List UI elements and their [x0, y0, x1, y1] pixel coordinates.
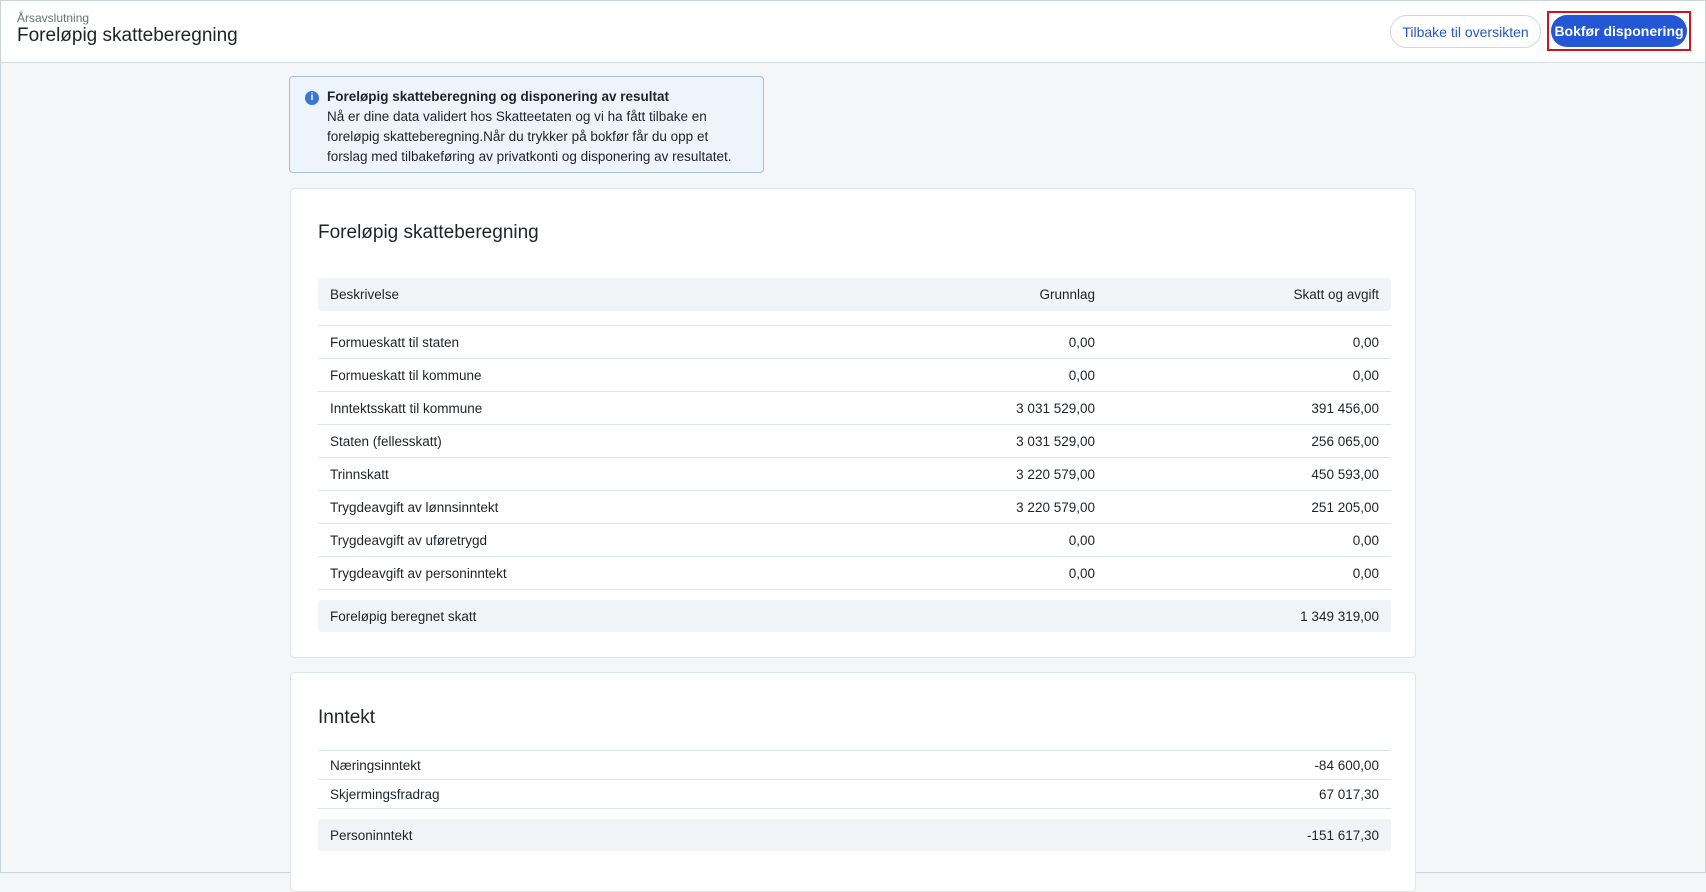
table-row: Trygdeavgift av uføretrygd 0,00 0,00 [318, 524, 1391, 557]
tax-cell: 0,00 [1352, 368, 1379, 383]
back-to-overview-button[interactable]: Tilbake til oversikten [1390, 15, 1541, 48]
basis-cell: 3 031 529,00 [1016, 434, 1095, 449]
table-header: Beskrivelse Grunnlag Skatt og avgift [318, 278, 1391, 311]
description-cell: Trinnskatt [330, 467, 389, 482]
info-banner: i Foreløpig skatteberegning og disponeri… [289, 76, 764, 173]
basis-cell: 3 031 529,00 [1016, 401, 1095, 416]
tax-cell: 251 205,00 [1311, 500, 1379, 515]
tax-table: Beskrivelse Grunnlag Skatt og avgift For… [318, 278, 1391, 632]
total-label: Personinntekt [330, 828, 413, 843]
description-cell: Trygdeavgift av uføretrygd [330, 533, 488, 548]
description-cell: Næringsinntekt [330, 758, 421, 773]
basis-cell: 0,00 [1068, 533, 1095, 548]
info-line: foreløpig skatteberegning.Når du trykker… [327, 129, 709, 144]
description-cell: Inntektsskatt til kommune [330, 401, 483, 416]
info-line: forslag med tilbakeføring av privatkonti… [327, 149, 732, 164]
total-value: -151 617,30 [1306, 828, 1379, 843]
table-row: Skjermingsfradrag 67 017,30 [318, 780, 1391, 809]
card-title: Foreløpig skatteberegning [318, 222, 539, 243]
income-table: Næringsinntekt -84 600,00 Skjermingsfradra… [318, 750, 1391, 851]
description-cell: Staten (fellesskatt) [330, 434, 442, 449]
column-header: Skatt og avgift [1293, 287, 1379, 302]
tax-cell: 256 065,00 [1311, 434, 1379, 449]
basis-cell: 0,00 [1068, 566, 1095, 581]
column-header: Beskrivelse [330, 287, 400, 302]
description-cell: Formueskatt til kommune [330, 368, 482, 383]
table-row: Næringsinntekt -84 600,00 [318, 751, 1391, 780]
info-line: Nå er dine data validert hos Skatteetate… [327, 109, 707, 124]
table-row: Formueskatt til staten 0,00 0,00 [318, 326, 1391, 359]
description-cell: Formueskatt til staten [330, 335, 460, 350]
basis-cell: 0,00 [1068, 368, 1095, 383]
post-disposition-button[interactable]: Bokfør disponering [1551, 15, 1687, 47]
tax-cell: 391 456,00 [1311, 401, 1379, 416]
income-card: Inntekt Næringsinntekt -84 600,00 Skjermin… [290, 672, 1416, 892]
tax-cell: 0,00 [1352, 335, 1379, 350]
description-cell: Trygdeavgift av personinntekt [330, 566, 507, 581]
column-header: Grunnlag [1039, 287, 1095, 302]
page-title: Foreløpig skatteberegning [17, 25, 238, 46]
table-row: Inntektsskatt til kommune 3 031 529,00 391… [318, 392, 1391, 425]
total-label: Foreløpig beregnet skatt [330, 609, 477, 624]
table-row: Trinnskatt 3 220 579,00 450 593,00 [318, 458, 1391, 491]
table-row: Trygdeavgift av personinntekt 0,00 0,00 [318, 557, 1391, 590]
table-row: Trygdeavgift av lønnsinntekt 3 220 579,00… [318, 491, 1391, 524]
tax-cell: 450 593,00 [1311, 467, 1379, 482]
tax-cell: 0,00 [1352, 533, 1379, 548]
card-title: Inntekt [318, 707, 376, 728]
value-cell: 67 017,30 [1318, 787, 1379, 802]
table-row: Formueskatt til kommune 0,00 0,00 [318, 359, 1391, 392]
basis-cell: 3 220 579,00 [1016, 467, 1095, 482]
breadcrumb[interactable]: Årsavslutning [17, 11, 90, 25]
tax-calculation-card: Foreløpig skatteberegning Beskrivelse Gr… [290, 188, 1416, 658]
basis-cell: 3 220 579,00 [1016, 500, 1095, 515]
total-value: 1 349 319,00 [1300, 609, 1379, 624]
info-icon: i [305, 91, 319, 105]
description-cell: Trygdeavgift av lønnsinntekt [330, 500, 499, 515]
total-row: Foreløpig beregnet skatt 1 349 319,00 [318, 600, 1391, 632]
total-row: Personinntekt -151 617,30 [318, 819, 1391, 851]
basis-cell: 0,00 [1068, 335, 1095, 350]
table-row: Staten (fellesskatt) 3 031 529,00 256 065,… [318, 425, 1391, 458]
tax-cell: 0,00 [1352, 566, 1379, 581]
info-title: Foreløpig skatteberegning og disponering… [327, 89, 670, 104]
description-cell: Skjermingsfradrag [330, 787, 440, 802]
value-cell: -84 600,00 [1314, 758, 1379, 773]
page-header: Årsavslutning Foreløpig skatteberegning … [1, 1, 1705, 63]
highlight-frame: Bokfør disponering [1547, 11, 1691, 51]
